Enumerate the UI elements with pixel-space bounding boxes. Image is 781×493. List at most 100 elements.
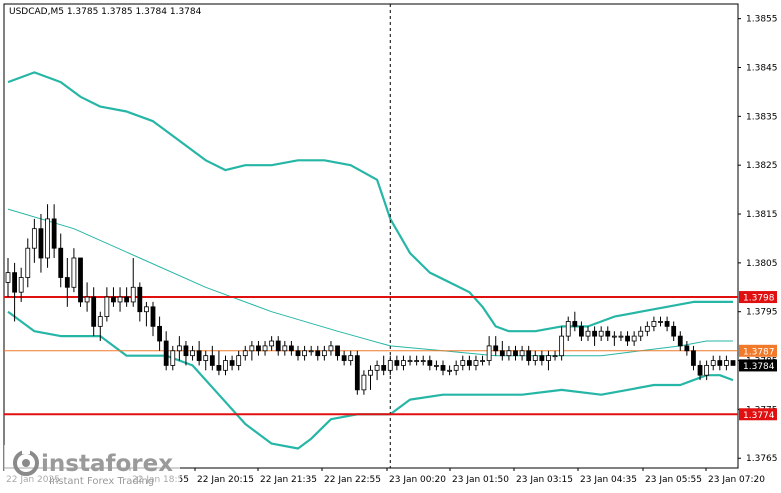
- candle: [289, 341, 294, 356]
- candle: [466, 355, 472, 371]
- candle: [18, 267, 24, 302]
- candle: [526, 345, 532, 366]
- time-tick-label: 23 Jan 05:55: [645, 475, 702, 485]
- time-tick-label: 23 Jan 04:35: [580, 475, 637, 485]
- candle: [84, 282, 90, 312]
- candle: [130, 257, 136, 307]
- candle: [38, 214, 44, 273]
- candle: [223, 355, 228, 376]
- price-tick-label: 1.3845: [746, 63, 778, 73]
- price-tick-label: 1.3835: [746, 112, 778, 122]
- candle: [111, 287, 116, 307]
- price-tick-label: 1.3855: [746, 15, 778, 25]
- time-tick-label: 23 Jan 00:20: [389, 475, 446, 485]
- candle: [434, 360, 439, 371]
- price-label-red-line: 1.3774: [739, 408, 777, 421]
- candle: [58, 233, 64, 288]
- logo-brand: instaforex: [41, 451, 173, 477]
- candle: [519, 345, 525, 361]
- price-tick-label: 1.3805: [746, 259, 778, 269]
- candle: [157, 316, 162, 351]
- candle: [625, 331, 630, 346]
- candle: [176, 336, 182, 361]
- price-tick-label: 1.3825: [746, 161, 778, 171]
- candle: [605, 326, 611, 342]
- logo-tagline: Instant Forex Trading: [49, 476, 154, 487]
- candle: [724, 355, 729, 371]
- candle: [183, 341, 189, 366]
- candle: [658, 316, 663, 327]
- candle: [91, 287, 97, 337]
- logo-mark-icon: [13, 448, 39, 476]
- candle: [190, 345, 195, 361]
- time-tick-label: 22 Jan 20:15: [197, 475, 254, 485]
- candle: [717, 355, 723, 371]
- candle: [137, 282, 143, 322]
- candle: [97, 311, 103, 342]
- candle: [546, 350, 551, 371]
- price-tick-label: 1.3765: [746, 454, 778, 464]
- candle: [12, 262, 17, 322]
- candle: [45, 204, 50, 268]
- candle: [249, 341, 255, 361]
- candle: [71, 248, 77, 293]
- candle: [321, 345, 327, 361]
- candle: [242, 345, 248, 361]
- candle: [163, 331, 169, 371]
- candle: [592, 326, 597, 346]
- candle: [374, 360, 380, 381]
- candle: [368, 365, 373, 390]
- candle: [361, 370, 367, 395]
- candle: [275, 336, 281, 356]
- price-label-text: 1.3774: [743, 411, 775, 421]
- price-tick-label: 1.3795: [746, 308, 778, 318]
- candle: [295, 345, 301, 361]
- candle: [354, 350, 360, 395]
- price-labels: 1.3798 1.3787 1.3784 1.3774: [739, 291, 777, 421]
- price-tick-label: 1.3815: [746, 210, 778, 220]
- candle: [704, 360, 710, 381]
- candle: [414, 355, 420, 366]
- candle: [269, 336, 275, 351]
- candle: [302, 345, 307, 361]
- candle: [117, 287, 123, 312]
- candle: [64, 257, 70, 307]
- candle: [644, 321, 650, 337]
- candle: [282, 341, 288, 356]
- time-tick-label: 23 Jan 07:20: [708, 475, 765, 485]
- candle: [539, 350, 545, 366]
- candle: [631, 331, 637, 346]
- candle: [170, 345, 176, 371]
- candle: [611, 331, 617, 346]
- candle: [328, 341, 334, 356]
- candle: [124, 287, 130, 307]
- candle: [5, 257, 11, 298]
- candle: [710, 355, 716, 371]
- candle: [493, 336, 499, 356]
- time-tick-label: 23 Jan 03:15: [516, 475, 573, 485]
- candle: [499, 341, 505, 361]
- price-label-current: 1.3784: [739, 359, 777, 372]
- candle: [78, 257, 83, 307]
- candle: [394, 355, 400, 371]
- candle: [407, 355, 413, 366]
- candle: [638, 326, 644, 342]
- candle: [677, 331, 683, 351]
- candle: [144, 301, 149, 327]
- candle: [25, 238, 31, 288]
- candle: [348, 350, 354, 366]
- price-label-text: 1.3787: [743, 347, 775, 357]
- candle: [460, 355, 466, 371]
- price-label-text: 1.3798: [743, 294, 775, 304]
- candle: [572, 311, 578, 332]
- candle: [216, 350, 222, 376]
- candle: [150, 301, 156, 337]
- candle: [196, 341, 202, 366]
- candle: [203, 350, 209, 371]
- candle: [684, 341, 690, 356]
- candle: [315, 345, 321, 361]
- candle: [440, 360, 446, 376]
- candle: [447, 365, 452, 376]
